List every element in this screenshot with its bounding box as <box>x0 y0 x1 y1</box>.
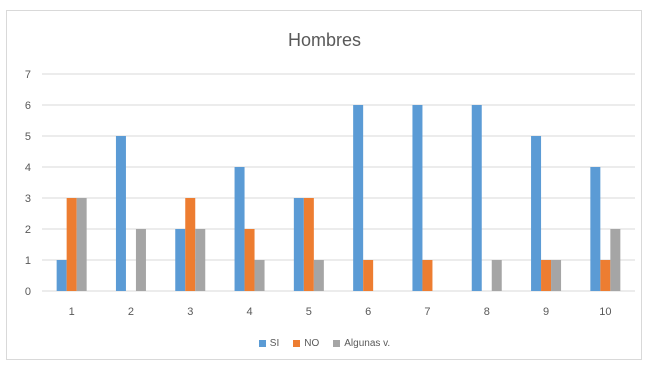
x-axis-ticks: 1 2 3 4 5 6 7 8 9 10 <box>69 306 612 318</box>
y-tick-label: 6 <box>25 100 31 112</box>
y-axis-ticks: 0 1 2 3 4 5 6 7 <box>25 69 31 298</box>
legend-label: NO <box>304 338 320 349</box>
x-tick-label: 5 <box>306 306 312 318</box>
bar-no-3 <box>185 198 196 291</box>
bar-si-7 <box>412 105 423 291</box>
y-tick-label: 1 <box>25 255 31 267</box>
legend-item: NO <box>293 338 319 349</box>
chart-title: Hombres <box>287 30 362 50</box>
bar-si-1 <box>56 260 67 291</box>
bar-si-6 <box>353 105 364 291</box>
x-tick-label: 4 <box>246 306 252 318</box>
bar-no-5 <box>303 198 314 291</box>
legend-label: SI <box>269 338 280 349</box>
bar-si-9 <box>531 136 542 291</box>
legend-item: Algunas v. <box>333 338 390 349</box>
bar-algunas-v--1 <box>76 198 87 291</box>
legend-label: Algunas v. <box>344 338 391 349</box>
legend-swatch <box>293 340 301 347</box>
x-tick-label: 6 <box>365 306 371 318</box>
x-tick-label: 7 <box>424 306 430 318</box>
y-tick-label: 5 <box>25 131 31 143</box>
bar-algunas-v--8 <box>491 260 502 291</box>
y-tick-label: 4 <box>25 162 31 174</box>
bar-algunas-v--5 <box>313 260 324 291</box>
bar-no-10 <box>600 260 611 291</box>
bar-si-4 <box>234 167 245 291</box>
bar-si-10 <box>590 167 601 291</box>
bar-si-3 <box>175 229 186 291</box>
legend-item: SI <box>258 338 280 349</box>
bar-no-1 <box>66 198 77 291</box>
bars <box>56 105 621 291</box>
gridlines <box>42 73 635 292</box>
bar-algunas-v--2 <box>135 229 146 291</box>
bar-no-4 <box>244 229 255 291</box>
x-tick-label: 2 <box>128 306 134 318</box>
y-tick-label: 3 <box>25 193 31 205</box>
y-tick-label: 0 <box>25 286 31 298</box>
bar-algunas-v--9 <box>551 260 562 291</box>
legend: SI NO Algunas v. <box>0 338 649 349</box>
x-tick-label: 1 <box>69 306 75 318</box>
x-tick-label: 3 <box>187 306 193 318</box>
y-tick-label: 2 <box>25 224 31 236</box>
bar-si-5 <box>293 198 304 291</box>
x-tick-label: 10 <box>599 306 611 318</box>
x-tick-label: 9 <box>543 306 549 318</box>
bar-no-9 <box>541 260 552 291</box>
legend-swatch <box>258 340 266 347</box>
bar-si-2 <box>115 136 126 291</box>
bar-si-8 <box>471 105 482 291</box>
bar-no-6 <box>363 260 374 291</box>
bar-algunas-v--10 <box>610 229 621 291</box>
bar-algunas-v--4 <box>254 260 265 291</box>
y-tick-label: 7 <box>25 69 31 81</box>
bar-algunas-v--3 <box>195 229 206 291</box>
legend-swatch <box>333 340 341 347</box>
x-tick-label: 8 <box>484 306 490 318</box>
bar-no-7 <box>422 260 433 291</box>
